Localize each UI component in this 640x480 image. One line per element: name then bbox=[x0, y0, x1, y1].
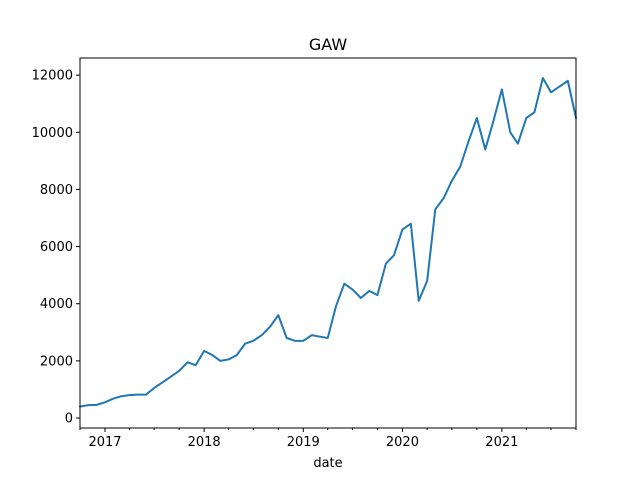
x-tick-label: 2018 bbox=[188, 435, 221, 450]
y-tick-label: 12000 bbox=[32, 69, 73, 84]
x-tick-label: 2021 bbox=[485, 435, 518, 450]
x-axis: 2017 2018 2019 2020 2021 bbox=[79, 428, 577, 450]
x-tick-label: 2019 bbox=[287, 435, 320, 450]
chart-title: GAW bbox=[309, 35, 347, 54]
y-tick-label: 4000 bbox=[40, 297, 73, 312]
series-line-gaw bbox=[79, 77, 577, 408]
plot-area bbox=[80, 58, 576, 428]
x-axis-label: date bbox=[313, 456, 342, 471]
x-tick-label: 2017 bbox=[88, 435, 121, 450]
x-tick-label: 2020 bbox=[386, 435, 419, 450]
y-axis: 0 2000 4000 6000 8000 10000 12000 bbox=[32, 69, 80, 427]
y-tick-label: 8000 bbox=[40, 183, 73, 198]
y-tick-label: 10000 bbox=[32, 126, 73, 141]
plot-frame bbox=[79, 57, 577, 429]
y-tick-label: 6000 bbox=[40, 240, 73, 255]
y-tick-label: 2000 bbox=[40, 354, 73, 369]
plot-background bbox=[80, 58, 576, 428]
y-tick-label: 0 bbox=[65, 412, 73, 427]
